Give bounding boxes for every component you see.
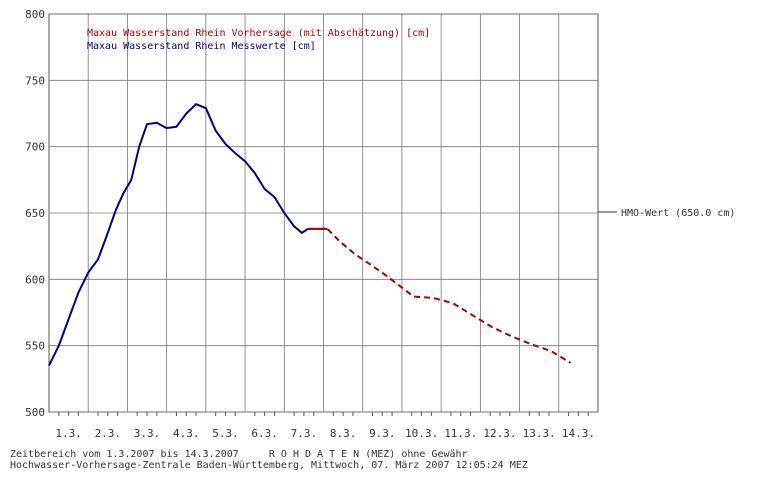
x-tick-label: 1.3.: [55, 427, 82, 440]
x-tick-label: 12.3.: [483, 427, 516, 440]
x-tick-label: 2.3.: [95, 427, 122, 440]
series-line-measured: [48, 103, 309, 367]
x-tick-label: 6.3.: [251, 427, 278, 440]
series-line-forecast: [307, 227, 572, 364]
legend: Maxau Wasserstand Rhein Vorhersage (mit …: [87, 28, 430, 52]
y-tick-label: 500: [25, 406, 45, 419]
y-tick-label: 600: [25, 273, 45, 286]
x-tick-label: 7.3.: [291, 427, 318, 440]
y-tick-label: 750: [25, 74, 45, 87]
footer-publisher: Hochwasser-Vorhersage-Zentrale Baden-Wür…: [10, 460, 528, 471]
axes: 500 550 600 650 700 750 800 1.3. 2.3. 3.3. 4.3. 5.3…: [25, 8, 595, 440]
reference-marker: HMO-Wert (650.0 cm): [598, 208, 735, 219]
legend-entry: Maxau Wasserstand Rhein Messwerte [cm]: [87, 41, 316, 52]
y-tick-label: 550: [25, 340, 45, 353]
y-tick-label: 800: [25, 8, 45, 21]
x-tick-label: 13.3.: [523, 427, 556, 440]
y-tick-label: 700: [25, 141, 45, 154]
reference-label: HMO-Wert (650.0 cm): [621, 208, 735, 219]
x-tick-label: 11.3.: [444, 427, 477, 440]
x-tick-label: 9.3.: [369, 427, 396, 440]
x-tick-label: 14.3.: [562, 427, 595, 440]
x-tick-label: 8.3.: [330, 427, 357, 440]
legend-entry: Maxau Wasserstand Rhein Vorhersage (mit …: [87, 28, 430, 39]
x-tick-label: 4.3.: [173, 427, 200, 440]
x-tick-label: 5.3.: [212, 427, 239, 440]
x-tick-label: 10.3.: [405, 427, 438, 440]
footer-time-range: Zeitbereich vom 1.3.2007 bis 14.3.2007 R…: [10, 449, 468, 460]
grid: [48, 13, 599, 413]
x-tick-label: 3.3.: [134, 427, 161, 440]
y-tick-label: 650: [25, 207, 45, 220]
series-lines: [48, 103, 572, 367]
